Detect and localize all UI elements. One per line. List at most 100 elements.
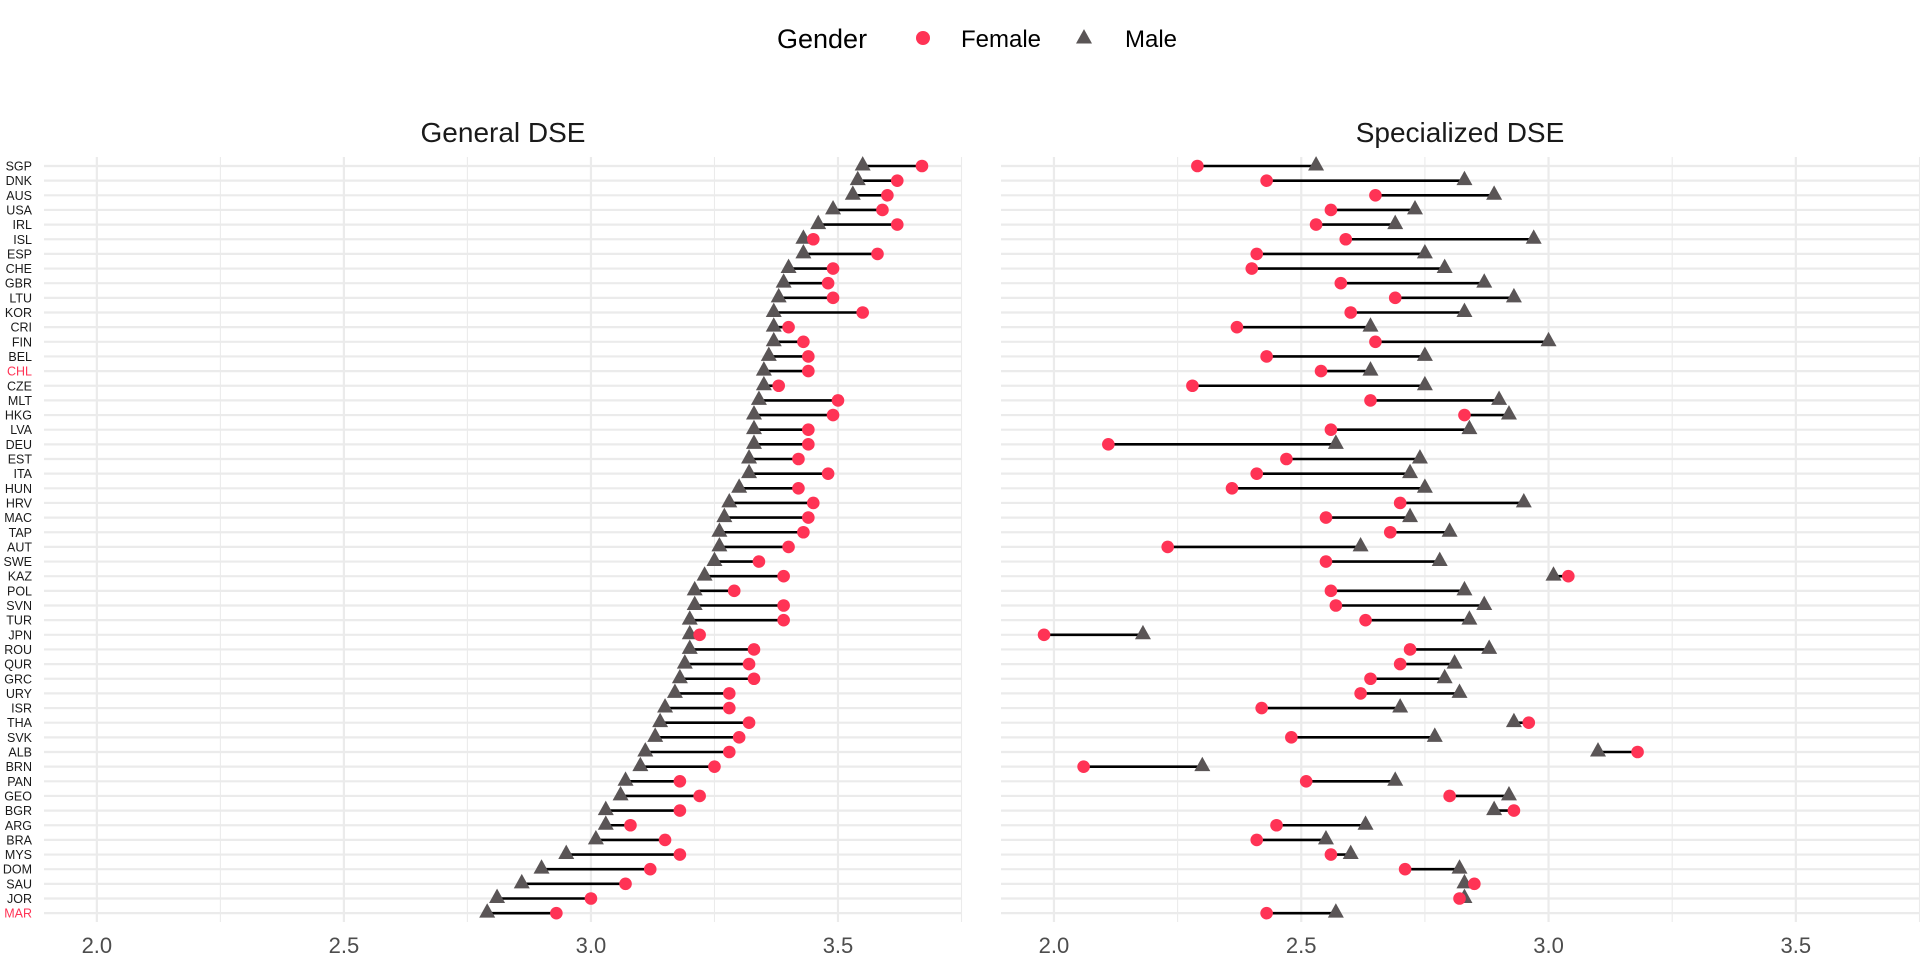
male-point xyxy=(666,683,683,698)
female-point xyxy=(1369,189,1382,202)
male-point xyxy=(647,727,664,742)
row-label: EST xyxy=(8,453,33,467)
female-point xyxy=(1319,511,1333,524)
male-point xyxy=(1134,624,1151,640)
male-point xyxy=(587,829,604,845)
female-point xyxy=(792,482,805,495)
row-label: BRN xyxy=(6,760,32,774)
female-point xyxy=(1324,848,1338,861)
female-point xyxy=(792,452,805,466)
female-point xyxy=(1631,745,1644,759)
male-point xyxy=(844,185,861,200)
female-point xyxy=(747,643,761,656)
female-point xyxy=(1255,701,1268,715)
male-point xyxy=(1402,463,1419,479)
panel-title-general: General DSE xyxy=(421,117,586,148)
male-point xyxy=(795,243,812,259)
female-point xyxy=(856,306,869,319)
male-point xyxy=(741,463,758,479)
male-point xyxy=(1446,654,1463,669)
male-point xyxy=(849,170,866,186)
female-point xyxy=(806,496,820,510)
female-point xyxy=(1230,320,1244,334)
female-point xyxy=(624,818,637,832)
row-label: GEO xyxy=(4,789,32,803)
male-point xyxy=(711,536,728,552)
male-point xyxy=(765,331,782,347)
female-point xyxy=(742,716,756,729)
female-point xyxy=(1225,482,1239,495)
male-point xyxy=(770,287,787,303)
female-point xyxy=(693,628,706,642)
female-point xyxy=(1443,789,1456,803)
row-label: KAZ xyxy=(8,570,33,584)
legend-title: Gender xyxy=(777,24,867,54)
male-point xyxy=(671,668,688,684)
female-point xyxy=(1299,775,1313,788)
female-point xyxy=(673,848,687,861)
female-point xyxy=(1324,203,1338,217)
row-label: USA xyxy=(6,203,32,217)
female-point xyxy=(1359,613,1372,627)
female-point xyxy=(1388,291,1402,305)
male-point xyxy=(765,317,782,332)
row-label: CZE xyxy=(7,379,32,393)
male-point xyxy=(1476,595,1493,610)
female-point xyxy=(1354,687,1367,700)
male-point xyxy=(676,654,693,669)
legend-male-label: Male xyxy=(1125,26,1177,53)
male-point xyxy=(1392,698,1409,713)
female-point xyxy=(1393,657,1407,671)
female-point xyxy=(619,877,632,891)
female-point xyxy=(732,731,746,744)
female-point xyxy=(802,511,815,524)
male-point xyxy=(479,903,496,918)
male-point xyxy=(489,888,506,903)
female-point xyxy=(797,335,810,349)
female-point xyxy=(802,350,815,363)
male-point xyxy=(775,273,792,288)
row-label: LVA xyxy=(10,423,32,437)
row-label: DOM xyxy=(3,863,32,877)
legend-male-marker xyxy=(1076,29,1092,44)
female-point xyxy=(747,672,761,686)
row-label: ALB xyxy=(8,746,32,760)
row-label: HKG xyxy=(5,409,32,423)
male-point xyxy=(1540,331,1557,347)
female-point xyxy=(802,438,815,451)
female-point xyxy=(915,159,929,173)
row-label: TUR xyxy=(6,614,32,628)
female-point xyxy=(1364,394,1377,407)
male-point xyxy=(1481,639,1498,654)
female-point xyxy=(871,247,884,261)
row-labels: SGPDNKAUSUSAIRLISLESPCHEGBRLTUKORCRIFINB… xyxy=(3,160,33,921)
male-point xyxy=(1387,214,1404,230)
male-point xyxy=(1352,536,1369,552)
female-point xyxy=(1285,731,1298,744)
male-point xyxy=(612,786,629,801)
x-tick-label: 3.0 xyxy=(1533,933,1564,958)
female-point xyxy=(782,540,795,554)
row-label: ITA xyxy=(13,467,32,481)
female-point xyxy=(1245,262,1259,275)
male-point xyxy=(617,771,634,786)
female-point xyxy=(881,189,894,202)
x-tick-label: 2.5 xyxy=(329,933,360,958)
female-point xyxy=(722,701,736,715)
row-label: CHL xyxy=(7,365,32,379)
female-point xyxy=(1364,672,1377,686)
female-point xyxy=(1309,218,1323,231)
x-tick-label: 3.5 xyxy=(1781,933,1812,958)
male-point xyxy=(632,756,649,772)
row-label: ROU xyxy=(4,643,32,657)
male-point xyxy=(711,522,728,537)
female-point xyxy=(658,833,672,847)
row-label: ESP xyxy=(7,247,32,261)
male-point xyxy=(597,815,614,830)
female-point xyxy=(890,174,904,187)
male-point xyxy=(745,405,762,420)
male-point xyxy=(1342,844,1359,860)
male-point xyxy=(1431,551,1448,567)
male-point xyxy=(1500,786,1517,801)
female-point xyxy=(1314,364,1328,378)
